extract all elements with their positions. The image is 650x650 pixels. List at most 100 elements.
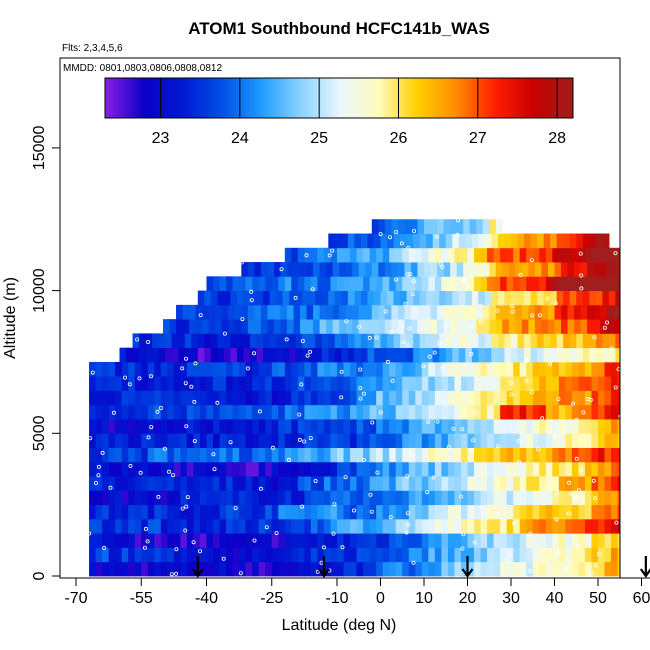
heatmap-cell xyxy=(95,419,103,434)
sample-point xyxy=(458,494,463,499)
sample-point xyxy=(180,366,185,371)
heatmap-cell xyxy=(330,461,338,477)
sample-point xyxy=(407,326,412,331)
heatmap-cell xyxy=(160,561,168,577)
heatmap-cell xyxy=(613,319,620,334)
heatmap-cell xyxy=(337,547,345,563)
heatmap-cell xyxy=(421,419,429,434)
heatmap-cell xyxy=(337,461,345,477)
heatmap-cell xyxy=(417,219,425,234)
heatmap-cell xyxy=(245,518,253,534)
heatmap-cell xyxy=(147,447,155,463)
heatmap-cell xyxy=(447,276,456,291)
heatmap-cell xyxy=(147,533,155,548)
heatmap-cell xyxy=(602,290,610,306)
heatmap-cell xyxy=(210,333,218,349)
heatmap-cell xyxy=(400,347,408,363)
sample-point xyxy=(143,526,148,531)
heatmap-cell xyxy=(343,547,351,563)
heatmap-cell xyxy=(474,504,482,520)
heatmap-cell xyxy=(376,447,384,463)
sample-point xyxy=(591,478,596,483)
sample-point xyxy=(412,228,417,233)
sample-point xyxy=(435,419,440,424)
sample-point xyxy=(440,264,445,269)
heatmap-cell xyxy=(397,219,406,234)
heatmap-cell xyxy=(102,433,110,448)
heatmap-cell xyxy=(624,419,631,434)
heatmap-cell xyxy=(310,561,319,577)
heatmap-cell xyxy=(297,490,305,506)
heatmap-cell xyxy=(291,447,299,463)
heatmap-cell xyxy=(637,362,644,377)
heatmap-cell xyxy=(154,518,162,534)
heatmap-cell xyxy=(500,361,508,377)
sample-point xyxy=(510,304,515,309)
heatmap-cell xyxy=(421,361,429,377)
heatmap-cell xyxy=(284,433,292,448)
heatmap-cell xyxy=(295,333,303,349)
heatmap-cell xyxy=(147,376,155,391)
heatmap-cell xyxy=(611,276,619,291)
sample-point xyxy=(496,512,501,517)
heatmap-cell xyxy=(230,290,238,306)
heatmap-cell xyxy=(611,476,619,491)
heatmap-cell xyxy=(258,419,266,434)
heatmap-cell xyxy=(258,461,266,477)
heatmap-cell xyxy=(180,561,188,577)
heatmap-cell xyxy=(278,447,286,463)
heatmap-cell xyxy=(232,518,240,534)
heatmap-cell xyxy=(278,376,286,391)
heatmap-cell xyxy=(265,433,273,448)
heatmap-cell xyxy=(167,419,175,434)
heatmap-cell xyxy=(604,461,612,477)
heatmap-cell xyxy=(543,233,551,249)
heatmap-cell xyxy=(219,533,227,548)
heatmap-cell xyxy=(328,347,336,363)
heatmap-cell xyxy=(193,476,201,491)
heatmap-cell xyxy=(395,533,403,548)
heatmap-cell xyxy=(437,219,445,234)
sample-point xyxy=(553,434,558,439)
heatmap-cell xyxy=(160,404,168,420)
heatmap-cell xyxy=(271,404,279,420)
heatmap-cell xyxy=(584,433,593,448)
heatmap-cell xyxy=(480,447,488,463)
heatmap-cell xyxy=(317,533,325,548)
heatmap-cell xyxy=(247,262,255,277)
sample-point xyxy=(374,335,379,340)
heatmap-cell xyxy=(567,262,575,277)
heatmap-cell xyxy=(217,347,225,363)
heatmap-cell xyxy=(628,333,635,348)
heatmap-cell xyxy=(252,518,260,534)
heatmap-cell xyxy=(363,433,371,448)
heatmap-cell xyxy=(532,476,540,491)
heatmap-cell xyxy=(467,390,475,406)
sample-point xyxy=(185,495,190,500)
heatmap-cell xyxy=(232,376,240,391)
sample-point xyxy=(404,530,409,535)
heatmap-cell xyxy=(395,390,403,406)
heatmap-cell xyxy=(395,247,403,263)
heatmap-cell xyxy=(447,433,456,448)
heatmap-cell xyxy=(245,547,253,563)
heatmap-cell xyxy=(271,433,279,448)
heatmap-cell xyxy=(517,233,525,249)
heatmap-cell xyxy=(330,518,338,534)
heatmap-cell xyxy=(186,461,195,477)
heatmap-cell xyxy=(371,262,379,277)
heatmap-cell xyxy=(245,404,253,420)
sample-point xyxy=(517,438,522,443)
heatmap-cell xyxy=(273,262,282,277)
heatmap-cell xyxy=(334,290,342,306)
heatmap-cell xyxy=(511,233,519,249)
sample-point xyxy=(215,400,220,405)
heatmap-cell xyxy=(408,518,416,534)
heatmap-cell xyxy=(291,404,299,420)
heatmap-cell xyxy=(497,290,506,306)
sample-point xyxy=(548,362,553,367)
heatmap-cell xyxy=(513,419,521,434)
heatmap-cell xyxy=(558,361,566,377)
heatmap-cell xyxy=(108,561,116,577)
heatmap-cell xyxy=(186,433,195,448)
